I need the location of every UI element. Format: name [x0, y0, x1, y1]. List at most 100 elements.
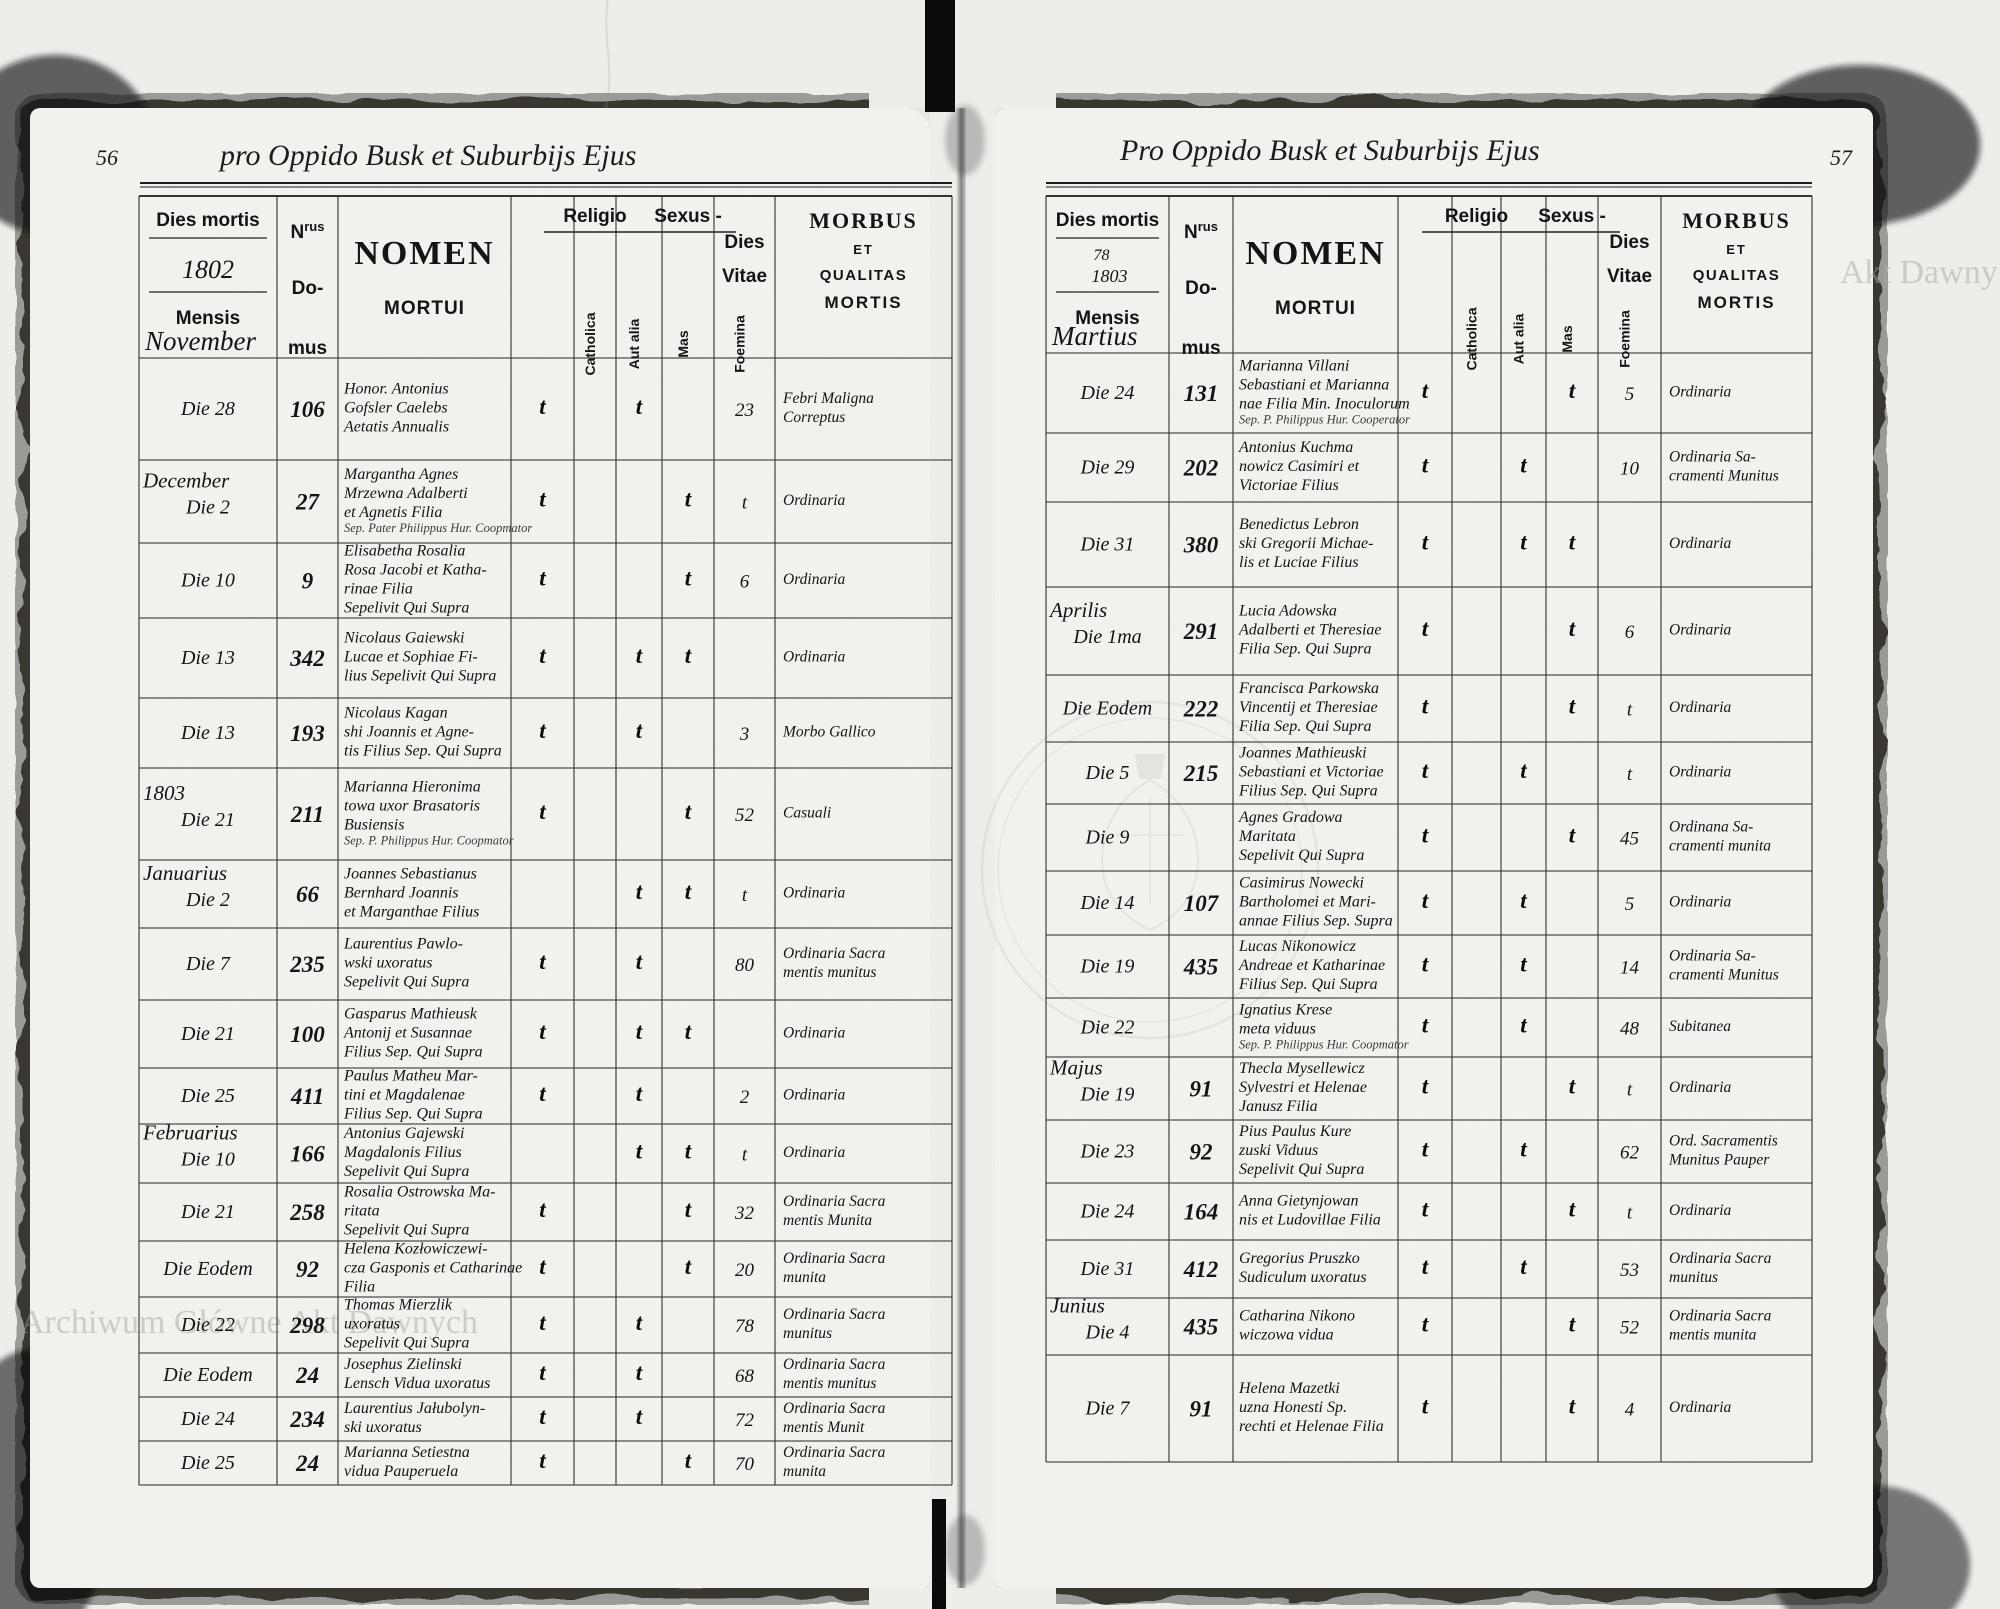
svg-text:Die 2: Die 2 [185, 889, 230, 911]
svg-text:munita: munita [783, 1269, 826, 1286]
svg-text:Adalberti et Theresiae: Adalberti et Theresiae [1238, 622, 1382, 639]
svg-text:Sepelivit Qui Supra: Sepelivit Qui Supra [344, 1335, 469, 1352]
svg-text:Die 24: Die 24 [1080, 1201, 1135, 1223]
svg-text:56: 56 [96, 145, 118, 170]
svg-text:t: t [539, 1448, 546, 1473]
svg-text:t: t [1422, 1197, 1429, 1222]
svg-text:3: 3 [739, 724, 750, 745]
svg-text:t: t [1422, 758, 1429, 783]
svg-text:Ordinaria Sacra: Ordinaria Sacra [1669, 1308, 1772, 1325]
svg-text:Bernhard Joannis: Bernhard Joannis [344, 885, 459, 902]
svg-text:t: t [539, 1081, 546, 1106]
svg-text:ET: ET [853, 242, 874, 257]
svg-text:November: November [144, 326, 256, 356]
svg-text:164: 164 [1184, 1200, 1219, 1225]
svg-text:Josephus Zielinski: Josephus Zielinski [344, 1356, 462, 1373]
svg-text:QUALITAS: QUALITAS [820, 267, 908, 284]
svg-text:Die 19: Die 19 [1080, 956, 1135, 978]
svg-text:Sepelivit Qui Supra: Sepelivit Qui Supra [1239, 1161, 1364, 1178]
svg-text:lis et Luciae Filius: lis et Luciae Filius [1239, 554, 1359, 571]
svg-text:20: 20 [735, 1260, 755, 1281]
svg-text:Catharina Nikono: Catharina Nikono [1239, 1308, 1355, 1325]
svg-text:Junius: Junius [1050, 1294, 1105, 1318]
svg-text:Ordinaria Sacra: Ordinaria Sacra [1669, 1250, 1772, 1267]
svg-text:Nrus: Nrus [1184, 219, 1218, 244]
svg-text:1802: 1802 [182, 255, 234, 284]
svg-text:t: t [1520, 530, 1527, 555]
svg-text:t: t [1520, 1013, 1527, 1038]
svg-text:nowicz Casimiri et: nowicz Casimiri et [1239, 458, 1360, 475]
svg-text:munitus: munitus [1669, 1269, 1718, 1286]
svg-text:412: 412 [1183, 1257, 1219, 1282]
svg-text:Die 28: Die 28 [180, 398, 235, 420]
svg-text:QUALITAS: QUALITAS [1693, 267, 1781, 284]
svg-text:411: 411 [290, 1084, 324, 1109]
svg-text:t: t [1422, 823, 1429, 848]
svg-text:Antonij et Susannae: Antonij et Susannae [343, 1025, 472, 1042]
svg-text:Aetatis Annualis: Aetatis Annualis [343, 419, 449, 436]
svg-text:Februarius: Februarius [142, 1121, 238, 1145]
svg-text:t: t [685, 487, 692, 512]
svg-text:Ordinaria Sa-: Ordinaria Sa- [1669, 948, 1756, 965]
svg-text:14: 14 [1620, 958, 1640, 979]
svg-text:32: 32 [734, 1203, 755, 1224]
svg-text:Vincentij et Theresiae: Vincentij et Theresiae [1239, 699, 1378, 716]
svg-text:Laurentius Jałubolyn-: Laurentius Jałubolyn- [343, 1400, 485, 1417]
svg-text:Die 7: Die 7 [1085, 1398, 1131, 1420]
svg-text:t: t [1422, 888, 1429, 913]
svg-text:Benedictus Lebron: Benedictus Lebron [1239, 516, 1359, 533]
svg-text:Janusz Filia: Janusz Filia [1239, 1098, 1318, 1115]
svg-text:t: t [539, 394, 546, 419]
svg-text:6: 6 [1625, 622, 1635, 643]
svg-text:Sexus -: Sexus - [654, 206, 722, 227]
svg-text:t: t [742, 1145, 748, 1166]
svg-text:Ord. Sacramentis: Ord. Sacramentis [1669, 1133, 1778, 1150]
svg-text:t: t [1520, 888, 1527, 913]
svg-text:Vitae: Vitae [722, 266, 767, 287]
svg-text:Marianna Villani: Marianna Villani [1238, 358, 1349, 375]
svg-text:24: 24 [295, 1363, 319, 1388]
svg-text:Die 1ma: Die 1ma [1072, 626, 1141, 648]
svg-text:mus: mus [288, 338, 327, 359]
svg-text:Religio: Religio [1445, 206, 1508, 227]
svg-text:Foemina: Foemina [1617, 310, 1633, 368]
svg-text:Ordinaria: Ordinaria [1669, 1399, 1732, 1416]
svg-text:munita: munita [783, 1463, 826, 1480]
svg-text:t: t [685, 1254, 692, 1279]
svg-text:Mrzewna Adalberti: Mrzewna Adalberti [343, 485, 468, 502]
svg-text:Filius Sep. Qui Supra: Filius Sep. Qui Supra [1238, 783, 1378, 800]
svg-text:Ordinaria: Ordinaria [1669, 764, 1732, 781]
svg-text:t: t [539, 1404, 546, 1429]
svg-text:Die 21: Die 21 [180, 1201, 235, 1223]
svg-text:rinae Filia: rinae Filia [344, 581, 413, 598]
svg-text:Munitus Pauper: Munitus Pauper [1668, 1152, 1770, 1169]
svg-text:cramenti Munitus: cramenti Munitus [1669, 468, 1779, 485]
svg-text:Die 14: Die 14 [1080, 892, 1135, 914]
svg-text:222: 222 [1183, 697, 1219, 722]
svg-text:Correptus: Correptus [783, 409, 845, 426]
svg-text:t: t [685, 1197, 692, 1222]
svg-text:Foemina: Foemina [732, 315, 748, 373]
svg-text:t: t [636, 394, 643, 419]
svg-text:Die 10: Die 10 [180, 570, 235, 592]
svg-text:t: t [539, 718, 546, 743]
svg-text:t: t [1569, 1197, 1576, 1222]
svg-text:Ordinaria: Ordinaria [783, 571, 846, 588]
svg-text:70: 70 [735, 1454, 755, 1475]
svg-text:342: 342 [289, 646, 325, 671]
svg-text:Die Eodem: Die Eodem [162, 1364, 252, 1386]
svg-text:Antonius Kuchma: Antonius Kuchma [1238, 439, 1353, 456]
svg-text:t: t [539, 799, 546, 824]
svg-text:t: t [636, 1139, 643, 1164]
svg-text:Gregorius Pruszko: Gregorius Pruszko [1239, 1250, 1360, 1267]
svg-text:Honor. Antonius: Honor. Antonius [343, 381, 449, 398]
svg-text:Ordinaria: Ordinaria [783, 1144, 846, 1161]
svg-text:tis Filius Sep. Qui Supra: tis Filius Sep. Qui Supra [344, 743, 502, 760]
svg-text:Die 24: Die 24 [180, 1408, 235, 1430]
svg-text:380: 380 [1183, 533, 1219, 558]
svg-text:Lucas Nikonowicz: Lucas Nikonowicz [1238, 938, 1357, 955]
svg-text:t: t [539, 1254, 546, 1279]
svg-text:Helena Kozłowiczewi-: Helena Kozłowiczewi- [343, 1241, 488, 1258]
svg-text:Ordinaria Sacra: Ordinaria Sacra [783, 1444, 886, 1461]
svg-text:Die 22: Die 22 [1080, 1017, 1135, 1039]
